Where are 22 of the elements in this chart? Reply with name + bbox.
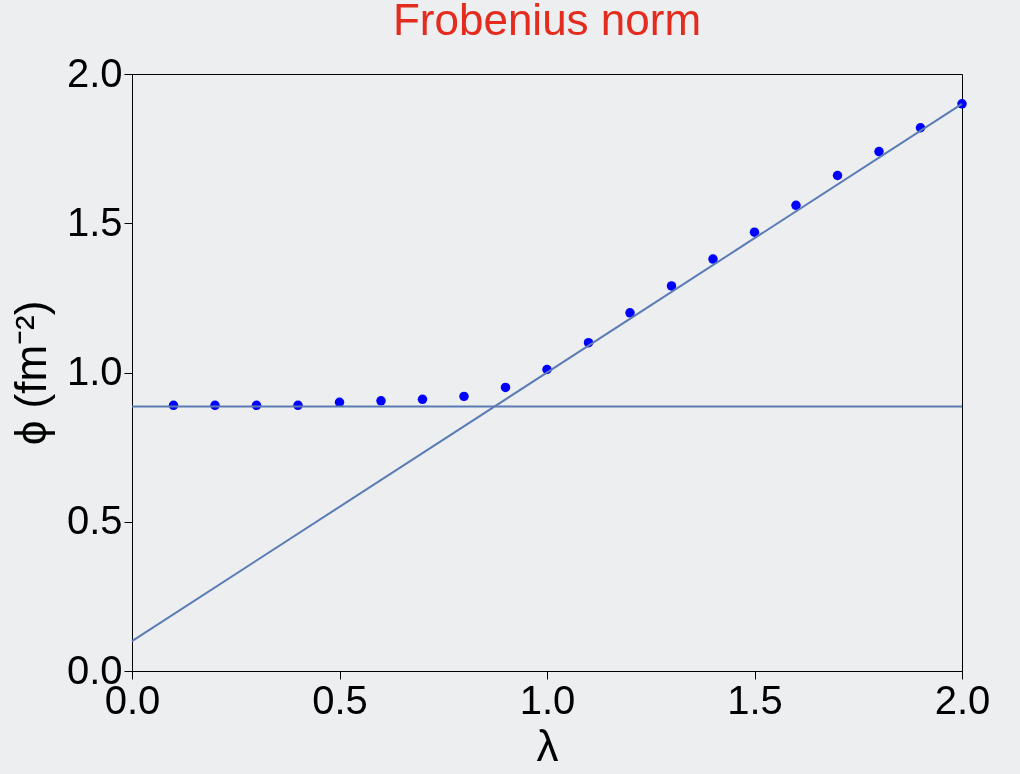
point xyxy=(874,146,884,157)
point xyxy=(666,281,677,291)
point xyxy=(500,382,511,393)
x-tick-label: 0.5 xyxy=(312,677,368,722)
y-tick-label: 1.5 xyxy=(66,199,123,244)
y-axis-title: ϕ (fm⁻²) xyxy=(5,300,55,446)
point xyxy=(459,391,469,402)
y-tick-label: 1.0 xyxy=(66,349,123,393)
chart-title: Frobenius norm xyxy=(392,0,702,44)
x-tick-label: 1.5 xyxy=(727,677,783,722)
x-tick-label: 1.0 xyxy=(519,677,576,722)
point xyxy=(749,227,760,237)
y-tick-label: 2.0 xyxy=(66,50,123,95)
point xyxy=(791,200,801,211)
point xyxy=(708,254,718,264)
point xyxy=(376,396,386,406)
point xyxy=(417,394,428,405)
y-tick-label: 0.5 xyxy=(66,498,123,543)
x-tick-label: 2.0 xyxy=(934,677,991,722)
point xyxy=(832,170,843,181)
point xyxy=(625,308,635,318)
x-axis-title: λ xyxy=(536,720,559,770)
